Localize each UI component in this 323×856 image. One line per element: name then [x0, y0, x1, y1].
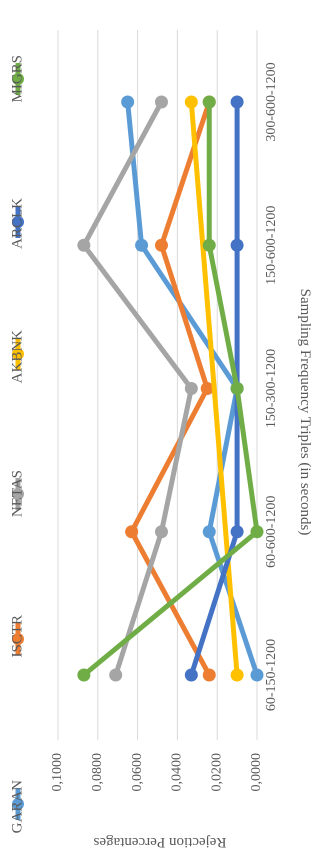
y-tick-label: 0,1000	[50, 753, 65, 792]
y-axis-title: Rejection Percentages	[93, 834, 226, 850]
legend-swatch-marker	[12, 73, 24, 85]
data-point-garan	[250, 668, 264, 682]
legend-swatch-marker	[12, 798, 24, 810]
data-point-garan	[135, 238, 149, 252]
legend-label: MIGRS	[9, 55, 25, 103]
data-point-arclk	[184, 668, 198, 682]
data-point-arclk	[230, 525, 244, 539]
legend-label: NETAS	[9, 470, 25, 517]
data-point-netas	[109, 668, 123, 682]
series-lines	[77, 95, 264, 682]
x-tick-label: 300-600-1200	[264, 62, 279, 141]
data-point-migrs	[77, 668, 91, 682]
data-point-isctr	[200, 382, 214, 395]
x-axis-title: Sampling Frequency Triples (in seconds)	[297, 289, 313, 536]
y-tick-label: 0,0000	[249, 753, 264, 792]
data-point-isctr	[125, 525, 139, 539]
legend-label: ARCLK	[9, 198, 25, 249]
data-point-netas	[77, 238, 91, 252]
legend: GARAN ISCTR NETAS AKBNK ARCLK MIGRS	[9, 55, 25, 833]
series-line-akbnk	[188, 99, 240, 678]
gridlines	[57, 30, 258, 740]
x-tick-label: 60-150-1200	[264, 639, 279, 711]
legend-swatch-marker	[12, 348, 24, 360]
data-point-arclk	[230, 95, 244, 109]
data-point-isctr	[154, 238, 168, 252]
y-tick-labels: 0,0000 0,0200 0,0400 0,0600 0,0800 0,1000	[50, 753, 264, 792]
x-tick-label: 150-600-1200	[264, 206, 279, 285]
x-tick-label: 60-600-1200	[264, 496, 279, 568]
y-tick-label: 0,0400	[170, 753, 185, 792]
data-point-garan	[121, 95, 135, 109]
data-point-migrs	[230, 382, 244, 395]
data-point-akbnk	[230, 668, 244, 682]
legend-swatch-marker	[12, 633, 24, 645]
data-point-akbnk	[184, 95, 198, 109]
data-point-isctr	[202, 668, 216, 682]
x-tick-labels: 60-150-1200 60-600-1200 150-300-1200 150-60…	[264, 62, 279, 711]
legend-label: GARAN	[9, 780, 25, 834]
legend-swatch-marker	[12, 488, 24, 500]
y-tick-label: 0,0800	[90, 753, 105, 792]
data-point-migrs	[250, 525, 264, 539]
legend-label: ISCTR	[9, 615, 25, 658]
data-point-migrs	[202, 238, 216, 252]
y-tick-label: 0,0200	[209, 753, 224, 792]
legend-swatch-marker	[12, 216, 24, 228]
data-point-garan	[202, 525, 216, 539]
data-point-netas	[184, 382, 198, 395]
data-point-netas	[154, 525, 168, 539]
y-tick-label: 0,0600	[130, 753, 145, 792]
data-point-migrs	[202, 95, 216, 109]
x-tick-label: 150-300-1200	[264, 349, 279, 428]
data-point-netas	[154, 95, 168, 109]
data-point-arclk	[230, 238, 244, 252]
legend-label: AKBNK	[9, 330, 25, 384]
